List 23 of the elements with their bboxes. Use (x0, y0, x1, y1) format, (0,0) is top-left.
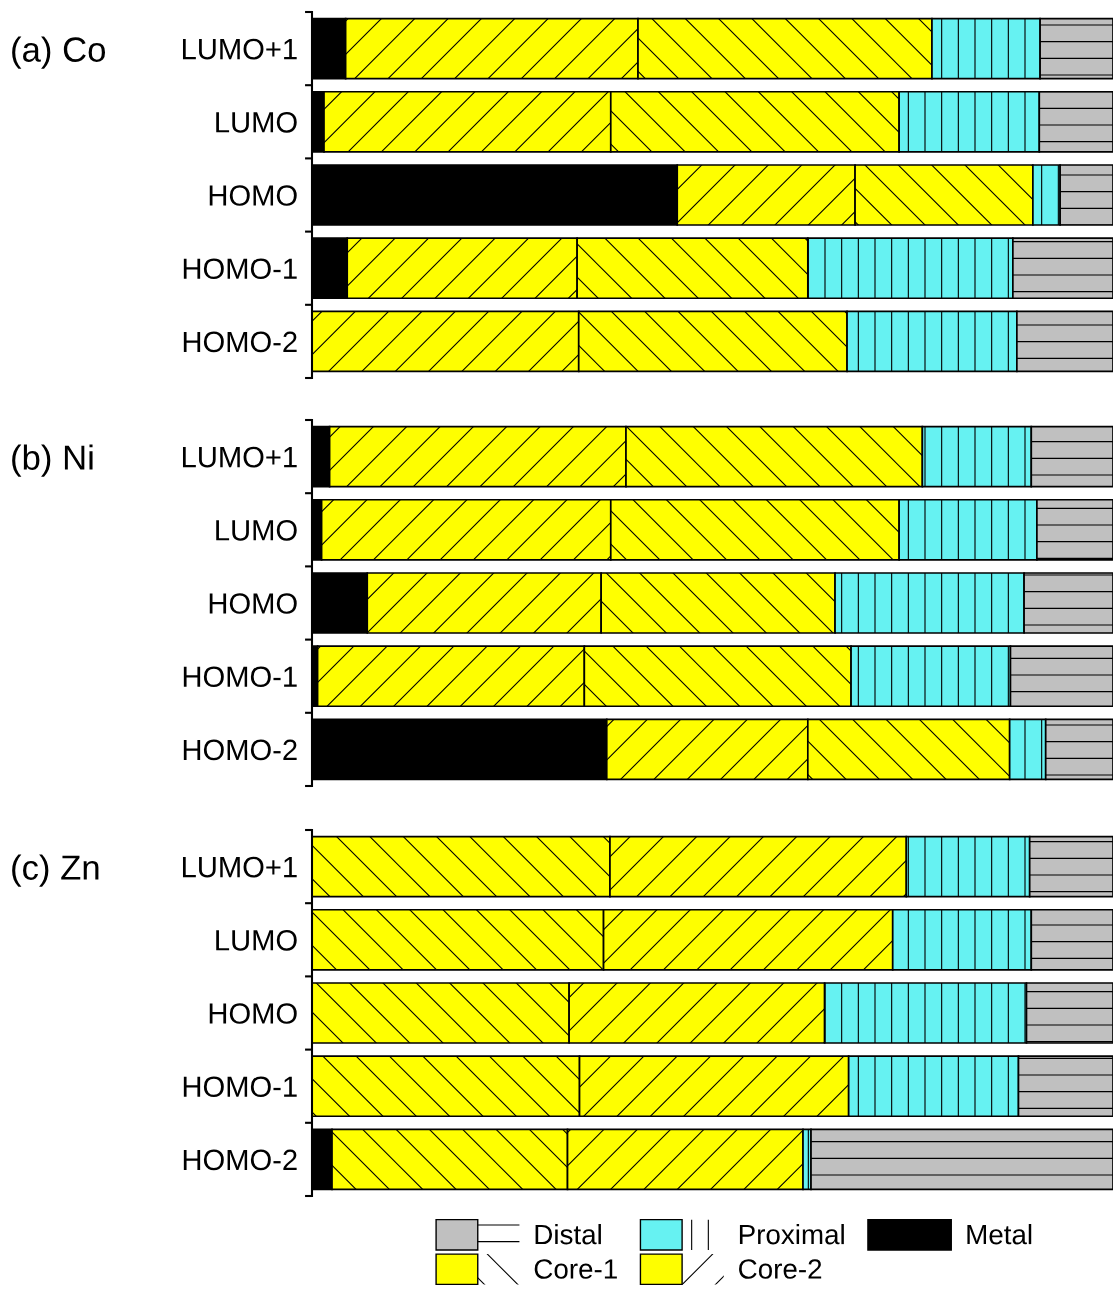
y-tick-label: HOMO-2 (183, 1149, 297, 1171)
y-tick-label: LUMO (216, 930, 297, 951)
y-tick-label: HOMO-1 (183, 258, 297, 280)
legend-label: Core-1 (534, 1259, 617, 1279)
legend-label: Core-2 (739, 1259, 822, 1279)
legend-label: Proximal (739, 1223, 844, 1245)
y-tick-label: HOMO (209, 593, 297, 614)
y-tick-label: LUMO+1 (182, 446, 297, 468)
y-tick-label: HOMO-2 (183, 331, 297, 353)
y-tick-label: HOMO-1 (183, 1076, 297, 1098)
text: (b) Ni (12, 444, 93, 477)
y-tick-label: LUMO+1 (182, 38, 297, 60)
y-tick-label: LUMO (216, 520, 297, 541)
y-tick-label: LUMO+1 (182, 856, 297, 878)
legend-label: Distal (535, 1223, 601, 1245)
y-tick-label: HOMO-1 (183, 666, 297, 688)
y-tick-label: LUMO (216, 112, 297, 133)
text: (a) Co (12, 36, 106, 69)
text: (c) Zn (12, 854, 99, 887)
y-tick-label: HOMO (209, 1003, 297, 1024)
legend-label: Metal (967, 1223, 1032, 1245)
y-tick-label: HOMO (209, 185, 297, 206)
y-tick-label: HOMO-2 (183, 739, 297, 761)
